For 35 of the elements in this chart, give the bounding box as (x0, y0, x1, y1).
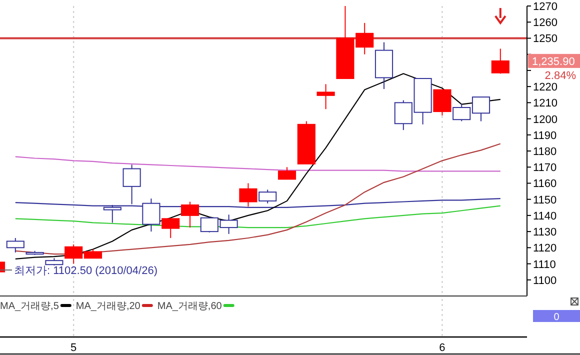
y-tick-label: 1170 (533, 162, 557, 174)
y-tick-label: 1150 (533, 194, 557, 206)
candlestick (316, 84, 335, 110)
y-tick-label: 1270 (533, 1, 558, 13)
legend-label: MA_거래량,5 (0, 301, 60, 312)
y-tick-label: 1180 (533, 146, 557, 158)
y-tick-label: 1200 (533, 114, 558, 126)
text: 1,235.90 (532, 56, 575, 68)
y-tick-label: 1140 (533, 210, 557, 222)
candlestick (180, 201, 200, 228)
candlestick (491, 48, 510, 74)
line-series (14, 73, 501, 260)
y-tick-label: 1210 (533, 98, 558, 110)
legend-label: MA_거래량,60 (157, 301, 222, 312)
y-tick-label: 1160 (533, 178, 557, 190)
y-tick-label: 1260 (533, 17, 558, 30)
y-tick-label: 1250 (533, 33, 558, 46)
y-tick-label: 1220 (533, 82, 558, 94)
x-tick-label: 6 (439, 342, 446, 354)
y-tick-label: 1130 (533, 226, 557, 239)
candlestick (433, 89, 452, 116)
y-tick-label: 1190 (533, 130, 557, 142)
text: 2.84% (544, 70, 576, 82)
legend-label: MA_거래량,20 (76, 301, 141, 312)
y-tick-label: 1120 (533, 242, 557, 255)
candlestick (258, 189, 277, 204)
y-tick-label: 1100 (533, 274, 557, 287)
candlestick (6, 238, 24, 253)
candlestick (278, 166, 296, 180)
text: 0 (554, 312, 560, 323)
annotation: 최저가: 1102.50 (2010/04/26) (14, 265, 158, 277)
y-tick-label: 1110 (533, 258, 556, 271)
candlestick (239, 182, 258, 208)
x-tick-label: 5 (70, 342, 77, 354)
candlestick (162, 218, 180, 238)
